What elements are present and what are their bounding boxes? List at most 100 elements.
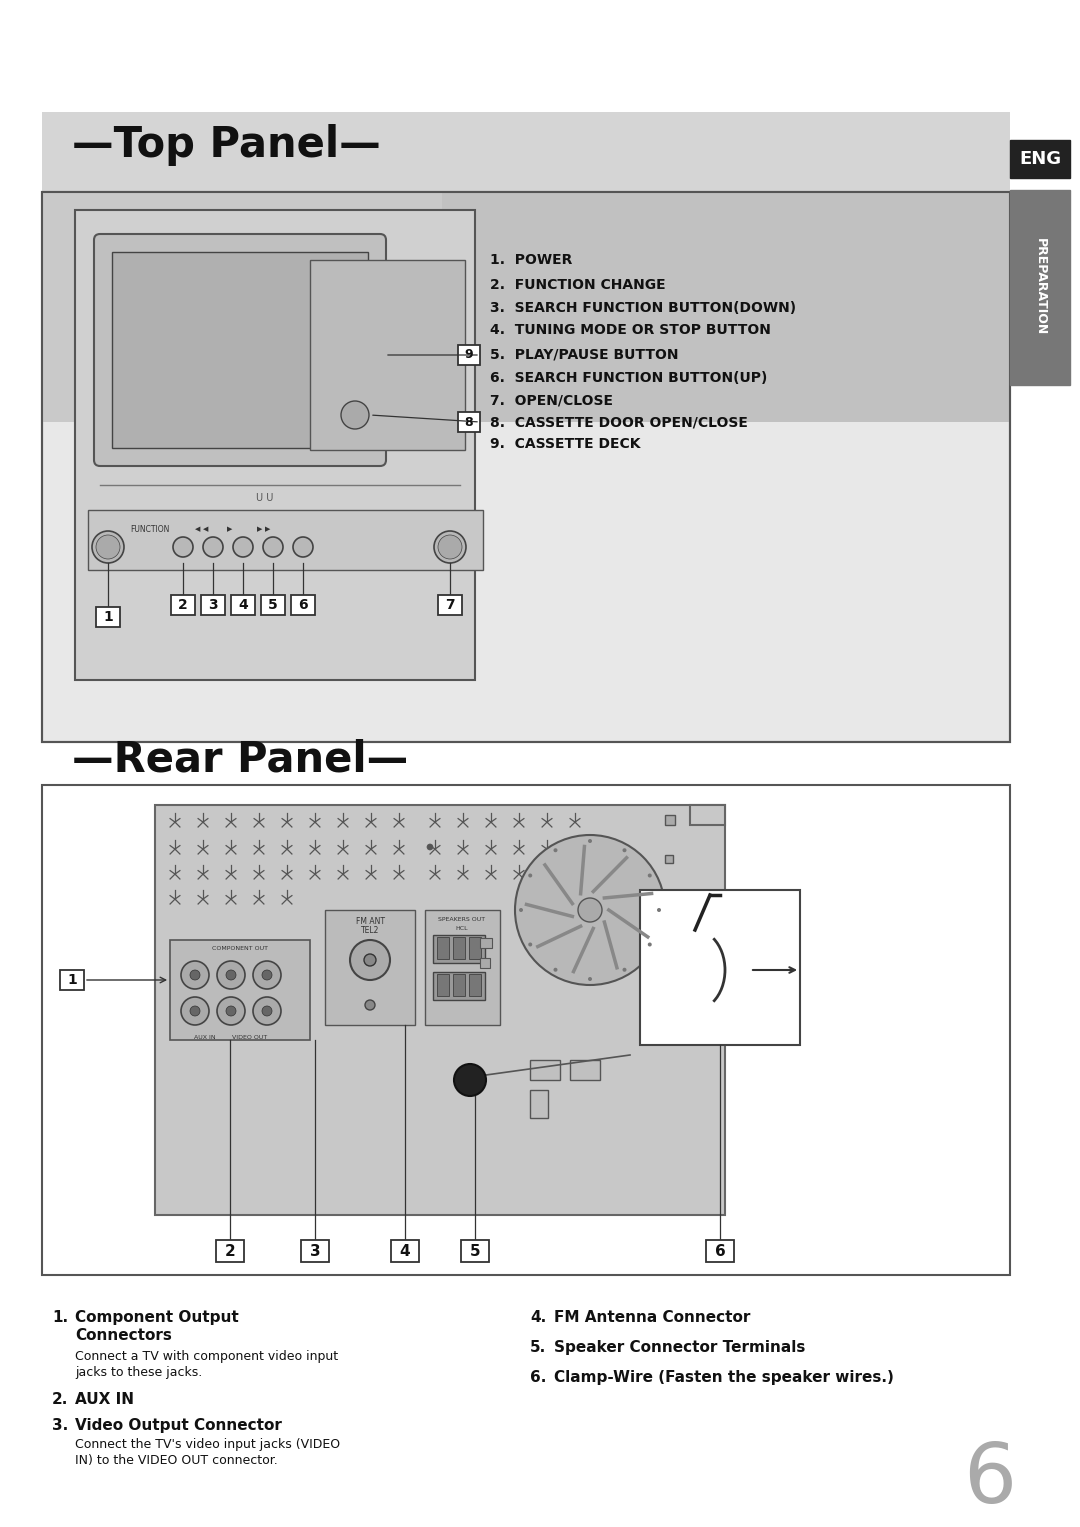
Text: 9.  CASSETTE DECK: 9. CASSETTE DECK bbox=[490, 437, 640, 450]
Text: 4.: 4. bbox=[530, 1310, 546, 1325]
Bar bbox=[42, 192, 1010, 742]
Text: 3.: 3. bbox=[52, 1419, 68, 1432]
Circle shape bbox=[203, 538, 222, 557]
Text: 2: 2 bbox=[225, 1243, 235, 1258]
Bar bbox=[42, 192, 1010, 742]
Text: HCL: HCL bbox=[456, 925, 469, 931]
Bar bbox=[60, 970, 84, 989]
Bar bbox=[461, 1240, 489, 1261]
Circle shape bbox=[262, 970, 272, 980]
Text: 6.  SEARCH FUNCTION BUTTON(UP): 6. SEARCH FUNCTION BUTTON(UP) bbox=[490, 371, 768, 385]
Bar bbox=[261, 596, 285, 615]
Text: Speaker Connector Terminals: Speaker Connector Terminals bbox=[554, 1341, 806, 1354]
Text: $\blacktriangleright\blacktriangleright$: $\blacktriangleright\blacktriangleright$ bbox=[255, 524, 272, 534]
Bar bbox=[301, 1240, 329, 1261]
Bar bbox=[706, 1240, 734, 1261]
Bar bbox=[570, 1060, 600, 1080]
FancyBboxPatch shape bbox=[94, 234, 386, 466]
Text: VIDEO OUT: VIDEO OUT bbox=[232, 1035, 268, 1040]
Bar bbox=[690, 805, 725, 825]
Text: Clamp-Wire (Fasten the speaker wires.): Clamp-Wire (Fasten the speaker wires.) bbox=[554, 1370, 894, 1385]
Text: 1.: 1. bbox=[52, 1310, 68, 1325]
Bar bbox=[170, 941, 310, 1040]
Text: FUNCTION: FUNCTION bbox=[130, 525, 170, 534]
Circle shape bbox=[515, 835, 665, 985]
Bar bbox=[391, 1240, 419, 1261]
Circle shape bbox=[226, 970, 237, 980]
Circle shape bbox=[622, 968, 626, 971]
Circle shape bbox=[648, 873, 651, 878]
Text: 9: 9 bbox=[464, 348, 473, 362]
Text: Connect the TV's video input jacks (VIDEO: Connect the TV's video input jacks (VIDE… bbox=[75, 1438, 340, 1451]
Circle shape bbox=[622, 847, 626, 852]
Bar bbox=[433, 935, 485, 964]
Bar bbox=[437, 938, 449, 959]
Bar bbox=[291, 596, 315, 615]
Circle shape bbox=[217, 997, 245, 1025]
Text: FM Antenna Connector: FM Antenna Connector bbox=[554, 1310, 751, 1325]
Bar bbox=[1010, 140, 1070, 179]
Text: 2: 2 bbox=[178, 599, 188, 612]
Text: —Top Panel—: —Top Panel— bbox=[72, 124, 381, 166]
Circle shape bbox=[528, 942, 532, 947]
Circle shape bbox=[217, 960, 245, 989]
Circle shape bbox=[588, 977, 592, 980]
Text: 5.  PLAY/PAUSE BUTTON: 5. PLAY/PAUSE BUTTON bbox=[490, 348, 678, 362]
Circle shape bbox=[181, 997, 210, 1025]
Text: 5: 5 bbox=[470, 1243, 481, 1258]
Text: 6: 6 bbox=[715, 1243, 726, 1258]
Text: 6.: 6. bbox=[530, 1370, 546, 1385]
Circle shape bbox=[350, 941, 390, 980]
Bar bbox=[156, 805, 725, 1215]
Bar bbox=[96, 608, 120, 628]
Circle shape bbox=[438, 534, 462, 559]
Circle shape bbox=[253, 960, 281, 989]
Circle shape bbox=[173, 538, 193, 557]
Text: PREPARATION: PREPARATION bbox=[1034, 238, 1047, 336]
Text: Video Output Connector: Video Output Connector bbox=[75, 1419, 282, 1432]
Text: 5.: 5. bbox=[530, 1341, 546, 1354]
Circle shape bbox=[554, 847, 557, 852]
Circle shape bbox=[253, 997, 281, 1025]
Text: 6: 6 bbox=[298, 599, 308, 612]
Bar bbox=[42, 111, 1010, 192]
Bar bbox=[216, 1240, 244, 1261]
Text: Connectors: Connectors bbox=[75, 1328, 172, 1344]
Bar bbox=[530, 1060, 561, 1080]
Text: SPEAKERS OUT: SPEAKERS OUT bbox=[438, 918, 486, 922]
Text: 8: 8 bbox=[464, 415, 473, 429]
Bar bbox=[75, 211, 475, 680]
Circle shape bbox=[233, 538, 253, 557]
Bar bbox=[325, 910, 415, 1025]
Text: 4.  TUNING MODE OR STOP BUTTON: 4. TUNING MODE OR STOP BUTTON bbox=[490, 324, 771, 337]
Circle shape bbox=[528, 873, 532, 878]
Bar bbox=[438, 596, 462, 615]
Text: AUX IN: AUX IN bbox=[75, 1393, 134, 1406]
Text: FM ANT: FM ANT bbox=[355, 918, 384, 925]
Bar bbox=[42, 785, 1010, 1275]
Bar bbox=[42, 192, 1010, 421]
Text: jacks to these jacks.: jacks to these jacks. bbox=[75, 1367, 202, 1379]
Circle shape bbox=[434, 531, 465, 563]
Bar bbox=[480, 957, 490, 968]
Text: 1.  POWER: 1. POWER bbox=[490, 253, 572, 267]
Bar bbox=[469, 938, 481, 959]
Circle shape bbox=[657, 909, 661, 912]
Circle shape bbox=[264, 538, 283, 557]
Circle shape bbox=[365, 1000, 375, 1009]
Text: 7: 7 bbox=[445, 599, 455, 612]
Circle shape bbox=[92, 531, 124, 563]
Bar bbox=[665, 815, 675, 825]
Text: $\blacktriangleright$: $\blacktriangleright$ bbox=[225, 524, 233, 534]
Text: IN) to the VIDEO OUT connector.: IN) to the VIDEO OUT connector. bbox=[75, 1454, 278, 1467]
Circle shape bbox=[588, 838, 592, 843]
Circle shape bbox=[96, 534, 120, 559]
Text: AUX IN: AUX IN bbox=[194, 1035, 216, 1040]
Bar bbox=[640, 890, 800, 1044]
Circle shape bbox=[364, 954, 376, 967]
Text: 4: 4 bbox=[400, 1243, 410, 1258]
Bar bbox=[458, 345, 480, 365]
Text: Component Output: Component Output bbox=[75, 1310, 239, 1325]
Text: TEL2: TEL2 bbox=[361, 925, 379, 935]
Circle shape bbox=[454, 1064, 486, 1096]
